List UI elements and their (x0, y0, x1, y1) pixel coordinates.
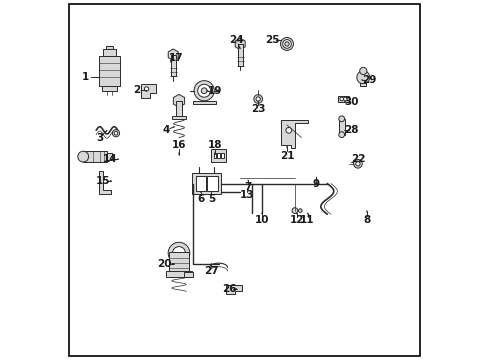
Text: 11: 11 (300, 215, 314, 225)
Circle shape (298, 209, 302, 212)
Polygon shape (280, 120, 307, 148)
Text: 22: 22 (350, 154, 365, 164)
Bar (192, 173, 221, 194)
Circle shape (284, 42, 288, 46)
Bar (213, 153, 216, 158)
Text: 5: 5 (207, 194, 215, 204)
Bar (102, 86, 117, 91)
Bar (192, 101, 215, 104)
Circle shape (144, 87, 148, 91)
Text: 7: 7 (244, 182, 251, 192)
Text: 10: 10 (254, 215, 268, 225)
Bar (176, 101, 182, 117)
Text: 30: 30 (344, 96, 358, 107)
Text: 3: 3 (96, 132, 103, 143)
Text: 28: 28 (344, 125, 358, 135)
Text: 26: 26 (222, 284, 236, 294)
Polygon shape (168, 49, 178, 60)
Bar (337, 96, 348, 102)
Circle shape (338, 116, 344, 122)
Bar (217, 153, 220, 158)
Bar (338, 119, 344, 135)
Circle shape (114, 131, 118, 135)
Text: 9: 9 (312, 179, 320, 189)
Circle shape (339, 97, 343, 101)
Circle shape (168, 242, 189, 264)
Text: 13: 13 (240, 190, 254, 200)
Bar (99, 56, 120, 86)
Circle shape (356, 71, 369, 84)
Circle shape (172, 247, 185, 260)
Text: 4: 4 (162, 125, 169, 135)
Polygon shape (226, 285, 242, 294)
Text: 14: 14 (103, 154, 118, 164)
Text: 6: 6 (197, 194, 204, 204)
Text: 18: 18 (207, 140, 222, 150)
Circle shape (338, 132, 344, 138)
Polygon shape (99, 171, 110, 194)
Circle shape (355, 162, 359, 166)
Text: 27: 27 (203, 266, 218, 276)
Text: 12: 12 (289, 215, 304, 225)
Bar (171, 116, 186, 119)
Text: 1: 1 (81, 72, 89, 82)
Bar (170, 55, 175, 76)
Circle shape (197, 84, 210, 97)
Text: 29: 29 (362, 75, 376, 85)
Bar (168, 252, 189, 272)
Circle shape (285, 127, 291, 133)
Text: 20: 20 (157, 258, 171, 269)
Bar (210, 149, 226, 162)
Text: 19: 19 (207, 86, 222, 96)
Text: 25: 25 (265, 35, 279, 45)
Circle shape (78, 151, 88, 162)
Circle shape (201, 88, 206, 94)
Text: 24: 24 (229, 35, 244, 45)
Bar (103, 49, 116, 56)
Circle shape (112, 130, 120, 137)
Bar (83, 151, 106, 162)
Text: 15: 15 (96, 176, 110, 186)
Bar (196, 176, 205, 191)
Text: 17: 17 (168, 53, 183, 63)
Bar (184, 272, 193, 277)
Bar (166, 271, 191, 277)
Bar (360, 83, 366, 86)
Bar (220, 153, 223, 158)
Circle shape (253, 95, 262, 103)
Text: 16: 16 (171, 140, 186, 150)
Circle shape (291, 208, 297, 213)
Circle shape (280, 37, 293, 50)
Text: 8: 8 (363, 215, 370, 225)
Text: 21: 21 (279, 150, 294, 161)
Polygon shape (235, 38, 244, 50)
Circle shape (353, 159, 362, 168)
Bar (237, 44, 242, 66)
Bar (106, 46, 113, 49)
Circle shape (282, 40, 291, 48)
Polygon shape (141, 84, 155, 98)
Bar (106, 153, 112, 160)
Polygon shape (173, 94, 184, 107)
Circle shape (343, 97, 346, 101)
Circle shape (359, 67, 366, 75)
Circle shape (256, 97, 260, 101)
Circle shape (194, 81, 214, 101)
Text: 2: 2 (133, 85, 140, 95)
Text: 23: 23 (250, 104, 265, 114)
Bar (207, 176, 217, 191)
